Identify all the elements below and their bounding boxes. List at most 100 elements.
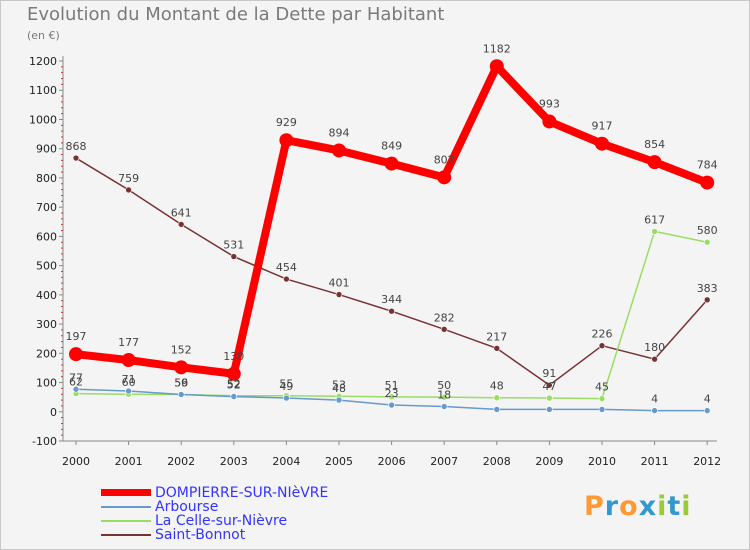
series-point-1 — [177, 391, 185, 398]
data-label-0: 177 — [118, 336, 139, 349]
series-point-1 — [388, 401, 395, 409]
data-label-0: 784 — [697, 159, 718, 172]
data-label-2: 50 — [437, 379, 451, 392]
series-point-0 — [69, 347, 83, 362]
series-point-0 — [595, 136, 609, 151]
legend-swatch-la-celle — [101, 520, 151, 522]
x-tick-label: 2009 — [535, 455, 563, 468]
series-point-0 — [700, 175, 715, 190]
data-label-2: 580 — [697, 224, 718, 237]
y-tick-label: 1000 — [29, 113, 57, 126]
data-label-3: 217 — [486, 330, 507, 343]
data-label-3: 759 — [118, 172, 139, 185]
data-label-3: 91 — [542, 367, 556, 380]
data-label-1: 4 — [704, 393, 711, 406]
x-tick-label: 2000 — [62, 455, 90, 468]
series-point-0 — [437, 170, 452, 185]
x-tick-label: 2004 — [272, 455, 300, 468]
logo-letter: x — [638, 491, 658, 522]
data-label-3: 641 — [171, 206, 192, 219]
legend-label-dompierre: DOMPIERRE-SUR-NIèVRE — [155, 485, 329, 501]
data-label-3: 383 — [697, 282, 718, 295]
x-tick-label: 2003 — [220, 455, 248, 468]
series-point-3 — [335, 291, 343, 298]
logo-letter: P — [584, 491, 605, 522]
y-tick-label: 400 — [36, 289, 57, 302]
series-point-3 — [440, 326, 448, 333]
data-label-2: 47 — [542, 380, 556, 393]
data-label-1: 59 — [174, 377, 188, 390]
data-label-0: 993 — [539, 98, 560, 111]
series-point-0 — [332, 143, 346, 158]
series-point-0 — [174, 360, 189, 375]
data-label-3: 531 — [223, 239, 244, 252]
series-point-3 — [598, 342, 606, 350]
series-point-1 — [546, 406, 553, 413]
data-label-2: 51 — [385, 379, 399, 392]
data-label-2: 48 — [490, 380, 504, 393]
x-tick-label: 2006 — [378, 455, 406, 468]
series-point-2 — [388, 393, 395, 401]
series-line-2 — [75, 230, 708, 400]
series-point-1 — [598, 406, 606, 413]
y-tick-label: 1200 — [29, 55, 57, 68]
series-point-3 — [493, 345, 501, 352]
logo-letter: r — [604, 491, 620, 522]
data-label-2: 62 — [69, 376, 83, 389]
data-label-0: 1182 — [483, 42, 511, 55]
series-point-2 — [440, 393, 448, 401]
series-point-1 — [703, 407, 711, 414]
series-point-3 — [546, 381, 553, 389]
data-label-1: 4 — [651, 393, 658, 406]
data-label-0: 917 — [592, 120, 613, 133]
legend-swatch-dompierre — [101, 489, 151, 496]
series-point-0 — [121, 353, 136, 368]
data-label-3: 868 — [66, 140, 87, 153]
series-point-0 — [542, 114, 557, 129]
series-point-3 — [388, 307, 395, 315]
data-label-3: 454 — [276, 261, 297, 274]
data-label-2: 45 — [595, 381, 609, 394]
legend-label-la-celle: La Celle-sur-Nièvre — [155, 513, 288, 529]
series-line-0 — [72, 62, 712, 378]
y-tick-label: 800 — [36, 172, 57, 185]
series-point-2 — [703, 238, 711, 246]
series-point-2 — [598, 395, 606, 402]
data-label-3: 226 — [592, 328, 613, 341]
series-point-1 — [335, 396, 343, 404]
data-label-1: 52 — [227, 379, 241, 392]
series-point-1 — [651, 407, 658, 414]
series-point-1 — [283, 394, 290, 402]
legend-label-saint-bonnot: Saint-Bonnot — [155, 527, 246, 543]
series-point-2 — [493, 394, 501, 402]
series-point-1 — [440, 403, 448, 410]
data-label-1: 77 — [69, 371, 83, 384]
data-label-2: 56 — [174, 377, 188, 390]
series-point-1 — [493, 406, 501, 413]
series-point-0 — [647, 155, 662, 170]
x-tick-label: 2007 — [430, 455, 458, 468]
series-point-0 — [279, 133, 294, 148]
x-tick-label: 2008 — [483, 455, 511, 468]
data-label-1: 48 — [332, 382, 346, 395]
series-point-1 — [230, 393, 238, 400]
logo-letter: i — [657, 491, 668, 522]
legend-label-arbourse: Arbourse — [155, 499, 219, 515]
data-label-1: 23 — [385, 387, 399, 400]
data-label-0: 849 — [381, 140, 402, 153]
series-point-3 — [177, 221, 185, 228]
logo-letter: t — [667, 491, 682, 522]
y-tick-label: 100 — [36, 377, 57, 390]
series-point-2 — [651, 228, 658, 235]
data-label-1: 71 — [122, 373, 136, 386]
data-label-3: 180 — [644, 341, 665, 354]
data-label-3: 344 — [381, 293, 402, 306]
y-tick-label: 900 — [36, 143, 57, 156]
chart-subtitle: (en €) — [27, 29, 60, 42]
data-label-0: 152 — [171, 343, 192, 356]
logo-letter: i — [681, 491, 692, 522]
data-label-0: 929 — [276, 116, 297, 129]
y-tick-label: 500 — [36, 260, 57, 273]
series-point-3 — [703, 296, 711, 304]
